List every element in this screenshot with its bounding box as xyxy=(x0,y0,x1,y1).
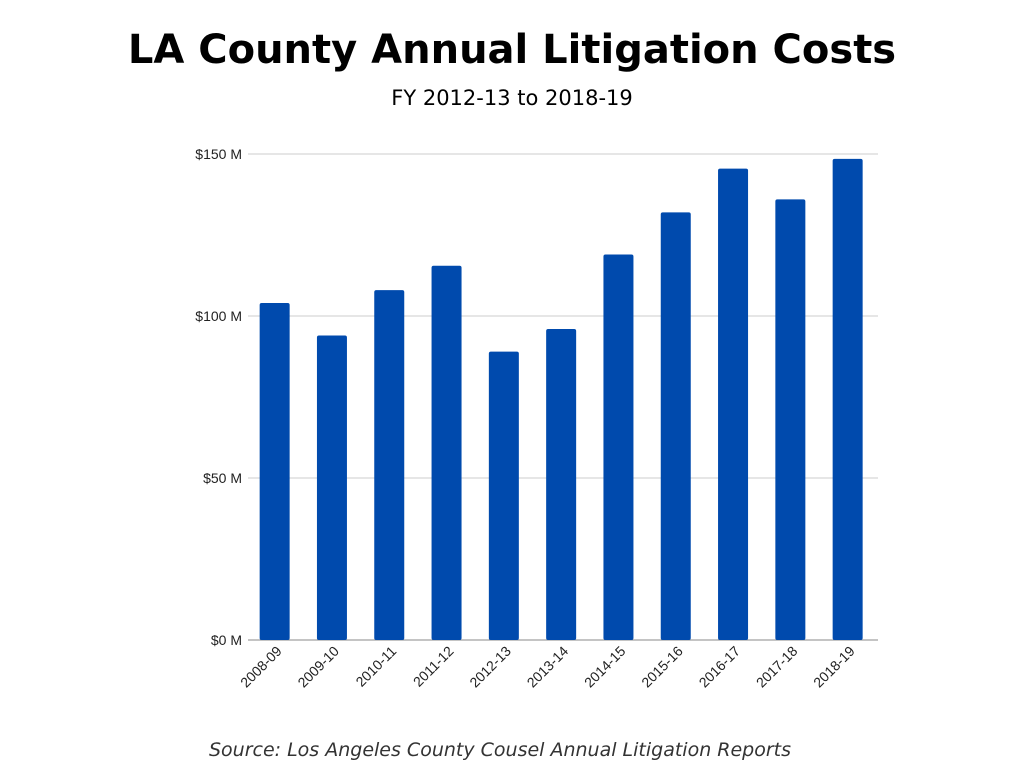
bar-series xyxy=(259,158,863,641)
x-axis-ticks: 2008-09 2009-10 2010-11 2011-12 2012-13 2013-… xyxy=(237,643,858,691)
source-note: Source: Los Angeles County Cousel Annual… xyxy=(208,739,792,761)
bar-2010-11 xyxy=(374,290,405,640)
y-axis-ticks: $0 M $50 M $100 M $150 M xyxy=(195,146,242,648)
bar-2018-19 xyxy=(832,158,863,641)
x-tick-label: 2018-19 xyxy=(810,643,858,691)
bar-2017-18 xyxy=(775,199,806,641)
y-tick-label: $0 M xyxy=(211,632,242,648)
x-tick-label: 2017-18 xyxy=(753,643,801,691)
x-tick-label: 2015-16 xyxy=(638,643,686,691)
bar-2015-16 xyxy=(660,212,691,640)
x-tick-label: 2009-10 xyxy=(294,643,342,691)
x-tick-label: 2012-13 xyxy=(466,643,514,691)
x-tick-label: 2010-11 xyxy=(352,643,399,690)
bar-2012-13 xyxy=(488,351,519,640)
bar-2014-15 xyxy=(603,254,634,640)
y-tick-label: $50 M xyxy=(203,470,242,486)
chart-subtitle: FY 2012-13 to 2018-19 xyxy=(391,86,633,110)
bar-2013-14 xyxy=(546,328,577,640)
x-tick-label: 2014-15 xyxy=(581,643,629,691)
chart-title: LA County Annual Litigation Costs xyxy=(127,27,897,73)
bar-2009-10 xyxy=(316,335,347,640)
y-tick-label: $100 M xyxy=(195,308,242,324)
bar-2008-09 xyxy=(259,303,290,640)
x-tick-label: 2016-17 xyxy=(696,643,744,691)
y-tick-label: $150 M xyxy=(195,146,242,162)
x-tick-label: 2008-09 xyxy=(237,643,285,691)
bar-2011-12 xyxy=(431,265,462,640)
x-tick-label: 2013-14 xyxy=(524,643,572,691)
x-tick-label: 2011-12 xyxy=(410,643,457,690)
bar-2016-17 xyxy=(718,168,749,640)
